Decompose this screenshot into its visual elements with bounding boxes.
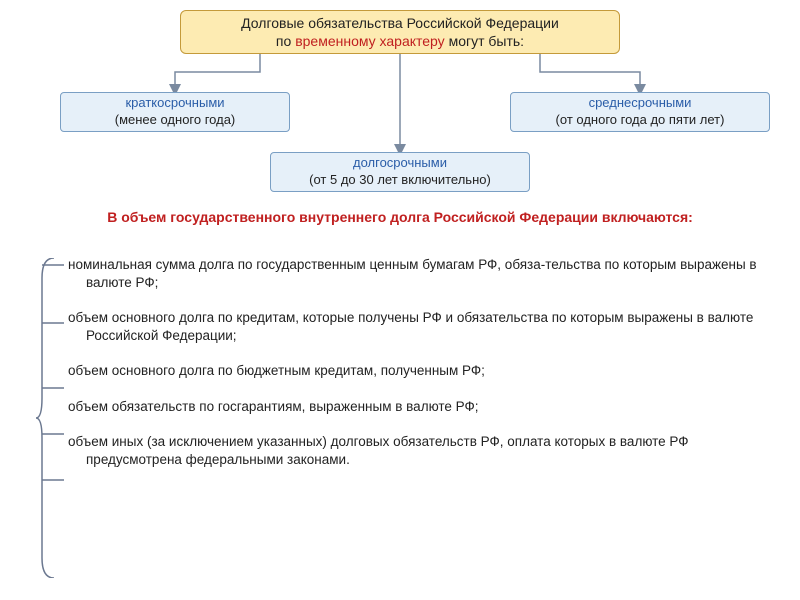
header-box: Долговые обязательства Российской Федера… xyxy=(180,10,620,54)
list-bracket xyxy=(36,258,66,578)
list-item: объем обязательств по госгарантиям, выра… xyxy=(68,398,768,416)
header-line2-suffix: могут быть: xyxy=(445,33,524,49)
section-title: В объем государственного внутреннего дол… xyxy=(80,208,720,227)
box-long-term: долгосрочными (от 5 до 30 лет включитель… xyxy=(270,152,530,192)
box-long-term-title: долгосрочными xyxy=(353,155,447,172)
box-long-term-sub: (от 5 до 30 лет включительно) xyxy=(309,172,491,189)
list-item: объем основного долга по бюджетным креди… xyxy=(68,362,768,380)
list-item: номинальная сумма долга по государственн… xyxy=(68,256,768,291)
box-short-term-title: краткосрочными xyxy=(125,95,224,112)
box-medium-term: среднесрочными (от одного года до пяти л… xyxy=(510,92,770,132)
box-medium-term-sub: (от одного года до пяти лет) xyxy=(556,112,725,129)
header-line2-em: временному характеру xyxy=(295,33,445,49)
header-line2-prefix: по xyxy=(276,33,295,49)
list-item: объем основного долга по кредитам, котор… xyxy=(68,309,768,344)
box-short-term: краткосрочными (менее одного года) xyxy=(60,92,290,132)
box-medium-term-title: среднесрочными xyxy=(589,95,692,112)
list-item: объем иных (за исключением указанных) до… xyxy=(68,433,768,468)
debt-items-list: номинальная сумма долга по государственн… xyxy=(68,256,768,486)
header-line1: Долговые обязательства Российской Федера… xyxy=(241,14,559,32)
header-line2: по временному характеру могут быть: xyxy=(276,32,524,50)
box-short-term-sub: (менее одного года) xyxy=(115,112,236,129)
